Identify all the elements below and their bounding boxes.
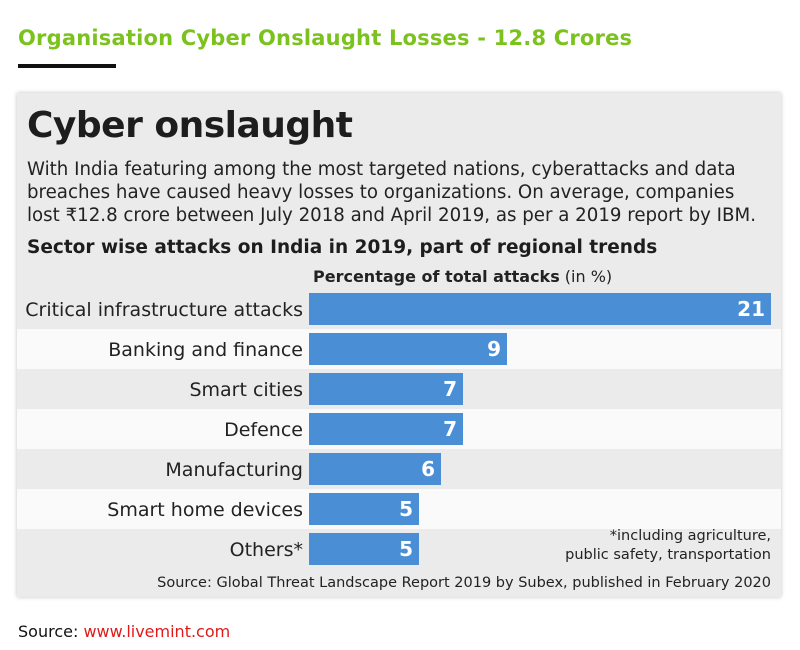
value-label: 9 — [487, 337, 501, 361]
value-label: 5 — [399, 537, 413, 561]
page-source: Source: www.livemint.com — [18, 622, 230, 641]
category-label: Others* — [230, 539, 303, 561]
bar — [309, 293, 771, 325]
category-label: Banking and finance — [108, 339, 303, 361]
intro-text-line-2: breaches have caused heavy losses to org… — [27, 182, 735, 203]
intro-text-line-1: With India featuring among the most targ… — [27, 159, 736, 180]
category-label: Smart cities — [189, 379, 303, 401]
category-label: Smart home devices — [107, 499, 303, 521]
axis-caption-unit: (in %) — [559, 267, 613, 286]
value-label: 6 — [421, 457, 435, 481]
bar — [309, 453, 441, 485]
source-link[interactable]: www.livemint.com — [83, 622, 231, 641]
bar — [309, 413, 463, 445]
value-label: 5 — [399, 497, 413, 521]
page-title: Organisation Cyber Onslaught Losses - 12… — [18, 26, 633, 50]
category-label: Critical infrastructure attacks — [25, 299, 303, 321]
bar-chart: Critical infrastructure attacks 21 Banking… — [17, 289, 781, 569]
intro-text-line-3: lost ₹12.8 crore between July 2018 and A… — [27, 205, 756, 226]
bar — [309, 333, 507, 365]
title-underline — [18, 64, 116, 68]
footnote-line-2: public safety, transportation — [565, 547, 771, 563]
axis-caption-label: Percentage of total attacks — [313, 267, 560, 286]
value-label: 7 — [443, 417, 457, 441]
infographic-title: Cyber onslaught — [27, 105, 353, 146]
footnote: *including agriculture, public safety, t… — [565, 527, 771, 565]
bar — [309, 373, 463, 405]
bar — [309, 493, 419, 525]
value-label: 7 — [443, 377, 457, 401]
axis-caption: Percentage of total attacks (in %) — [313, 267, 612, 286]
infographic-card: Cyber onslaught With India featuring amo… — [17, 93, 781, 597]
footnote-line-1: *including agriculture, — [609, 528, 771, 544]
chart-subheading: Sector wise attacks on India in 2019, pa… — [27, 237, 658, 258]
bar — [309, 533, 419, 565]
source-label: Source: — [18, 622, 84, 641]
source-note: Source: Global Threat Landscape Report 2… — [157, 575, 771, 591]
category-label: Defence — [224, 419, 303, 441]
category-label: Manufacturing — [165, 459, 303, 481]
value-label: 21 — [737, 297, 765, 321]
